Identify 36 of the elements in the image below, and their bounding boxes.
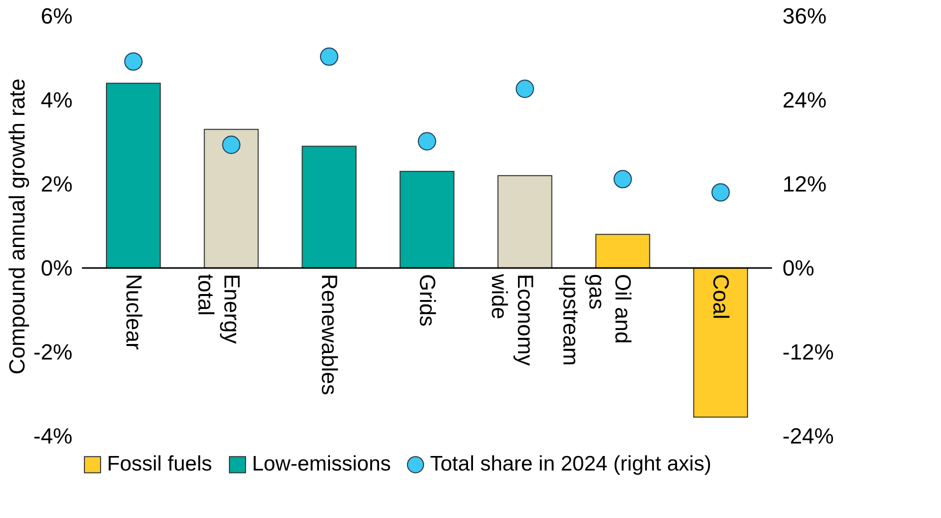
point [124, 52, 143, 71]
y2-tick-label: 12% [782, 172, 827, 196]
point [320, 47, 338, 66]
point [222, 136, 240, 154]
y2-tick-label: 36% [782, 4, 827, 28]
legend-label: Total share in 2024 (right axis) [430, 452, 712, 476]
bar [497, 175, 552, 268]
x-tick-label: Energy total [193, 274, 244, 344]
y-axis-title: Compound annual growth rate [4, 78, 30, 374]
y2-tick-label: 0% [782, 256, 814, 280]
point [614, 170, 632, 188]
y2-tick-label: -12% [782, 340, 834, 364]
x-tick-label: Economy wide [486, 273, 538, 366]
point [711, 183, 730, 202]
legend-label: Low-emissions [252, 452, 391, 476]
point [516, 80, 534, 98]
x-tick-label: Renewables [317, 274, 342, 396]
bar [204, 128, 259, 268]
y-tick-label: 4% [40, 88, 72, 112]
y2-tick-label: -24% [782, 424, 834, 448]
legend-label: Fossil fuels [107, 452, 212, 476]
bar [595, 234, 650, 268]
y-tick-label: -4% [33, 424, 72, 448]
bar [302, 146, 357, 268]
bar [106, 82, 161, 268]
bar [693, 268, 748, 418]
x-tick-label: Nuclear [121, 274, 146, 350]
y2-tick-label: 24% [782, 88, 827, 112]
bar [400, 170, 454, 268]
y-tick-label: 2% [40, 172, 72, 196]
y-tick-label: -2% [33, 340, 72, 364]
y-tick-label: 6% [40, 4, 72, 28]
y-tick-label: 0% [40, 256, 72, 280]
x-tick-label: Grids [415, 274, 440, 327]
point [418, 132, 436, 150]
x-tick-label: Coal [708, 274, 734, 320]
